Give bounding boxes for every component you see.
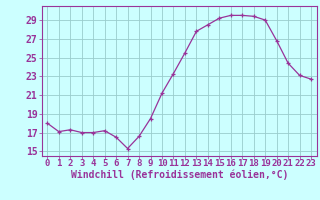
X-axis label: Windchill (Refroidissement éolien,°C): Windchill (Refroidissement éolien,°C) [70,169,288,180]
